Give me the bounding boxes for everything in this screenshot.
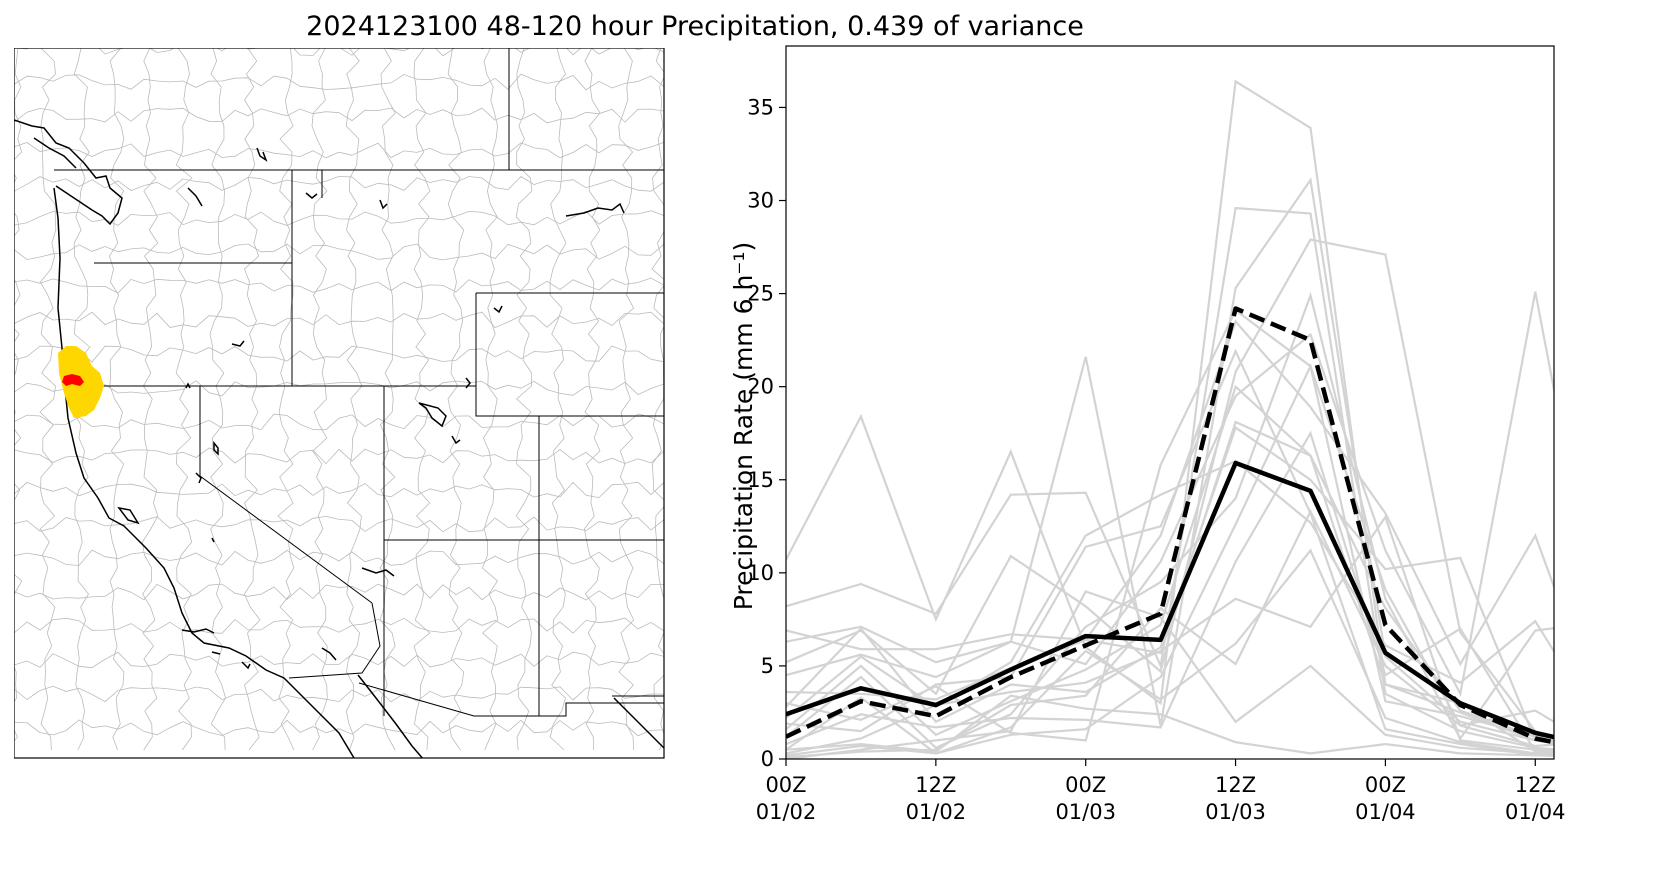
x-tick-label-time: 00Z [1065,773,1106,797]
ensemble-member-line [786,348,1554,757]
ensemble-member-line [786,291,1554,750]
state-boundaries [54,48,664,717]
y-tick-label: 25 [747,282,774,306]
y-tick-label: 35 [747,95,774,119]
x-tick-label-time: 00Z [765,773,806,797]
plot-frame [785,45,1555,760]
x-axis: 00Z 01/02 12Z 01/02 00Z 01/03 12Z 01/03 00Z 01/04… [756,759,1566,824]
x-tick-label-date: 01/03 [1055,800,1116,824]
x-tick-label-date: 01/04 [1355,800,1416,824]
ensemble-member-line [786,420,1554,741]
ensemble-member-line [786,590,1554,759]
x-tick-label-date: 01/02 [756,800,817,824]
y-tick-label: 10 [747,561,774,585]
y-tick-label: 5 [761,654,774,678]
x-tick-label-date: 01/04 [1505,800,1566,824]
x-tick-label-time: 12Z [915,773,956,797]
map-svg [13,47,665,759]
figure-title: 2024123100 48-120 hour Precipitation, 0.… [306,11,1084,42]
ensemble-member-line [786,319,1554,701]
basin-map [13,47,666,764]
ensemble-member-line [786,291,1554,698]
y-tick-label: 20 [747,375,774,399]
highlighted-basin [58,346,104,418]
y-tick-label: 0 [761,747,774,771]
x-tick-label-time: 00Z [1365,773,1406,797]
y-axis: 0 5 10 15 20 25 30 35 [747,95,786,771]
ensemble-member-line [786,508,1554,759]
x-tick-label-time: 12Z [1215,773,1256,797]
dashed-summary-line [786,306,1554,745]
y-tick-label: 15 [747,468,774,492]
x-tick-label-date: 01/02 [906,800,967,824]
x-tick-label-date: 01/03 [1205,800,1266,824]
x-tick-label-time: 12Z [1515,773,1556,797]
y-tick-label: 30 [747,189,774,213]
ensemble-member-line [786,430,1554,754]
summary-lines [786,306,1554,745]
ensemble-member-line [786,206,1554,751]
ensemble-member-line [786,308,1554,748]
watershed-boundaries [14,48,664,751]
map-frame [13,47,665,759]
y-axis-label: Precipitation Rate (mm 6 h⁻¹) [729,242,758,611]
ensemble-lines [786,79,1554,759]
solid-summary-line [786,460,1554,740]
